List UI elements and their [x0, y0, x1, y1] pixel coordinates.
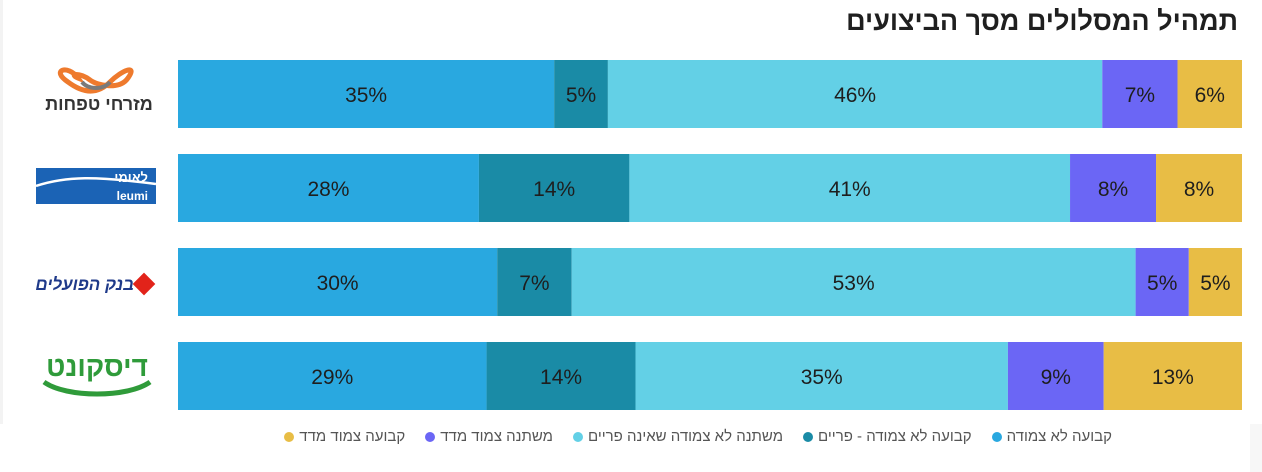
- bar-segment: [571, 248, 1136, 316]
- footer-band-inner: [0, 424, 1250, 472]
- bar-segment: [607, 60, 1103, 128]
- left-edge: [0, 0, 3, 472]
- bar-value-label: 41%: [829, 178, 871, 201]
- bar-value-label: 13%: [1152, 366, 1194, 389]
- bar-value-label: 46%: [834, 84, 876, 107]
- mizrahi-logo-text: מזרחי טפחות: [45, 94, 153, 114]
- bar-segment: [178, 154, 479, 222]
- bar-value-label: 35%: [345, 84, 387, 107]
- hapoalim-logo-text: בנק הפועלים: [36, 275, 134, 294]
- bar-segment: [1103, 342, 1242, 410]
- bar-value-label: 7%: [1125, 84, 1155, 107]
- bar-segment: [1156, 154, 1242, 222]
- legend-dot-icon: [991, 431, 1002, 442]
- mizrahi-logo: מזרחי טפחות: [38, 62, 160, 122]
- bar-value-label: 35%: [801, 366, 843, 389]
- legend-label: משתנה צמוד מדד: [440, 428, 553, 445]
- bar-value-label: 6%: [1195, 84, 1225, 107]
- bar-value-label: 7%: [519, 272, 549, 295]
- bar-segment: [635, 342, 1008, 410]
- legend-dot-icon: [572, 431, 583, 442]
- bar-value-label: 5%: [1147, 272, 1177, 295]
- bar-value-label: 28%: [307, 178, 349, 201]
- bar-segment: [1007, 342, 1104, 410]
- bar-segment: [1188, 248, 1242, 316]
- bar-segment: [1070, 154, 1157, 222]
- leumi-logo: לאומי leumi: [35, 168, 157, 204]
- legend-dot-icon: [284, 431, 295, 442]
- chart-legend: קבועה לא צמודה קבועה לא צמודה - פריים משתנ…: [284, 428, 1112, 445]
- bar-value-label: 53%: [833, 272, 875, 295]
- bar-segment: [178, 342, 487, 410]
- bar-value-label: 8%: [1184, 178, 1214, 201]
- legend-label: משתנה לא צמודה שאינה פריים: [587, 428, 784, 445]
- legend-dot-icon: [803, 431, 814, 442]
- bar-value-label: 14%: [533, 178, 575, 201]
- chart-title: תמהיל המסלולים מסך הביצועים: [846, 6, 1238, 36]
- bar-segment: [486, 342, 636, 410]
- legend-label: קבועה לא צמודה: [1006, 428, 1112, 445]
- bar-value-label: 5%: [1200, 272, 1230, 295]
- leumi-logo-text-he: לאומי: [114, 170, 148, 185]
- legend-dot-icon: [425, 431, 436, 442]
- bar-segment: [178, 248, 498, 316]
- leumi-logo-text-en: leumi: [117, 189, 148, 203]
- bar-segment: [497, 248, 572, 316]
- bar-segment: [1135, 248, 1189, 316]
- bar-value-label: 5%: [566, 84, 596, 107]
- discount-logo-text: דיסקונט: [46, 351, 148, 382]
- discount-logo: דיסקונט: [36, 346, 158, 402]
- bar-value-label: 14%: [540, 366, 582, 389]
- bar-segment: [1177, 60, 1242, 128]
- bar-segment: [554, 60, 608, 128]
- bar-segment: [178, 60, 555, 128]
- bar-segment: [629, 154, 1071, 222]
- leumi-logo-bg: [36, 168, 156, 204]
- legend-item: קבועה לא צמודה - פריים: [803, 428, 972, 445]
- bar-value-label: 29%: [311, 366, 353, 389]
- bar-value-label: 9%: [1041, 366, 1071, 389]
- bar-segment: [1102, 60, 1178, 128]
- bar-value-label: 8%: [1098, 178, 1128, 201]
- legend-label: קבועה צמוד מדד: [299, 428, 406, 445]
- legend-item: קבועה צמוד מדד: [284, 428, 405, 445]
- bar-segment: [478, 154, 630, 222]
- mizrahi-infinity-icon: מזרחי טפחות: [45, 67, 153, 114]
- hapoalim-logo: בנק הפועלים: [35, 268, 162, 302]
- legend-item: משתנה צמוד מדד: [425, 428, 553, 445]
- legend-label: קבועה לא צמודה - פריים: [818, 428, 972, 445]
- legend-item: משתנה לא צמודה שאינה פריים: [572, 428, 784, 445]
- legend-item: קבועה לא צמודה: [991, 428, 1112, 445]
- bar-value-label: 30%: [317, 272, 359, 295]
